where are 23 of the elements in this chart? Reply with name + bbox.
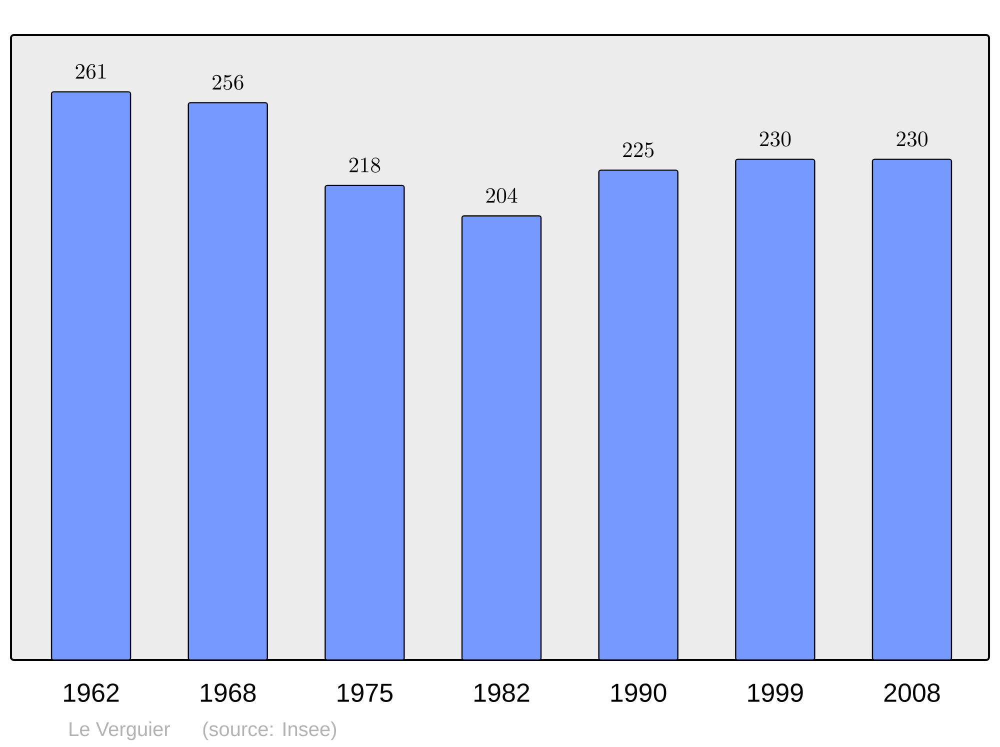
data-label: 225 (623, 142, 654, 158)
x-tick-label: 1990 (611, 684, 666, 702)
x-tick-label: 1982 (474, 684, 530, 702)
x-tick-label: 1999 (748, 684, 803, 702)
data-label: 230 (760, 132, 791, 147)
bar (598, 170, 678, 660)
data-label: 218 (349, 158, 380, 173)
bar (188, 102, 268, 660)
data-label: 230 (896, 132, 928, 147)
text: (source: Insee) (203, 722, 336, 740)
data-label: 256 (212, 74, 244, 90)
x-tick-label: 1968 (200, 684, 256, 702)
bar (735, 158, 816, 660)
x-tick-label: 2008 (884, 684, 940, 702)
text: Le Verguier (70, 722, 170, 740)
data-label: 261 (76, 64, 106, 80)
bar (872, 158, 952, 660)
x-tick-label: 1975 (338, 684, 393, 702)
bar (50, 91, 132, 660)
bar (324, 184, 405, 660)
x-tick-label: 1962 (64, 684, 119, 702)
bar (461, 215, 542, 660)
data-label: 204 (486, 188, 518, 204)
